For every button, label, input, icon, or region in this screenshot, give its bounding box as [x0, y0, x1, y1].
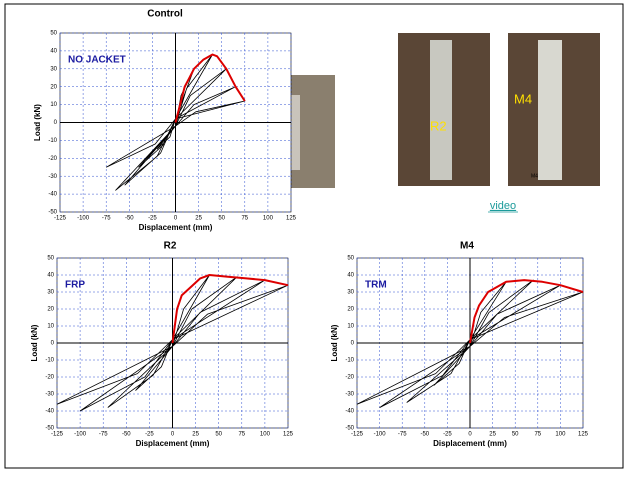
x-tick-label: -75: [102, 216, 111, 222]
x-axis-label: Displacement (mm): [139, 223, 213, 232]
photo-sign: M4: [531, 173, 538, 179]
x-tick-label: -100: [74, 432, 87, 438]
y-tick-label: -10: [345, 358, 354, 364]
chart-title: Control: [147, 9, 183, 20]
x-tick-label: 100: [263, 216, 274, 222]
x-tick-label: -125: [51, 432, 64, 438]
y-tick-label: 30: [50, 66, 57, 72]
chart-title: R2: [164, 241, 177, 252]
y-tick-label: 40: [50, 48, 57, 54]
y-tick-label: -30: [45, 392, 54, 398]
y-tick-label: 50: [347, 256, 354, 262]
y-tick-label: 40: [347, 273, 354, 279]
y-tick-label: 20: [347, 307, 354, 313]
x-tick-label: 25: [192, 432, 199, 438]
video-link[interactable]: video: [490, 200, 516, 212]
x-tick-label: 100: [260, 432, 271, 438]
y-tick-label: -10: [45, 358, 54, 364]
x-tick-label: 100: [555, 432, 566, 438]
y-tick-label: -40: [48, 192, 57, 198]
envelope-line: [469, 279, 584, 344]
y-tick-label: -50: [45, 426, 54, 432]
x-tick-label: 50: [215, 432, 222, 438]
envelope-line: [174, 53, 246, 123]
x-tick-label: 75: [238, 432, 245, 438]
x-axis-label: Displacement (mm): [136, 439, 210, 448]
y-tick-label: 0: [351, 341, 355, 347]
y-tick-label: 20: [50, 84, 57, 90]
x-tick-label: -100: [374, 432, 387, 438]
x-tick-label: -50: [420, 432, 429, 438]
y-tick-label: -40: [45, 409, 54, 415]
x-axis-label: Displacement (mm): [433, 439, 507, 448]
x-tick-label: -100: [77, 216, 90, 222]
x-tick-label: -75: [99, 432, 108, 438]
y-tick-label: 40: [47, 273, 54, 279]
y-tick-label: -20: [48, 156, 57, 162]
y-tick-label: -10: [48, 138, 57, 144]
chart-title: M4: [460, 241, 474, 252]
x-tick-label: 25: [195, 216, 202, 222]
annotation: FRP: [65, 280, 85, 291]
y-tick-label: -30: [48, 174, 57, 180]
y-tick-label: 10: [50, 102, 57, 108]
y-tick-label: -20: [45, 375, 54, 381]
x-tick-label: 125: [578, 432, 589, 438]
y-tick-label: 20: [47, 307, 54, 313]
y-tick-label: -30: [345, 392, 354, 398]
y-tick-label: 10: [47, 324, 54, 330]
y-tick-label: -20: [345, 375, 354, 381]
annotation: NO JACKET: [68, 55, 126, 66]
y-tick-label: 50: [50, 31, 57, 37]
photo-label: M4: [514, 91, 532, 106]
x-tick-label: 0: [468, 432, 472, 438]
y-tick-label: -50: [345, 426, 354, 432]
x-tick-label: 75: [534, 432, 541, 438]
y-tick-label: 10: [347, 324, 354, 330]
x-tick-label: 125: [286, 216, 297, 222]
x-tick-label: -50: [125, 216, 134, 222]
x-tick-label: 50: [512, 432, 519, 438]
x-tick-label: 25: [489, 432, 496, 438]
x-tick-label: 50: [218, 216, 225, 222]
x-tick-label: 125: [283, 432, 294, 438]
photo-column: [430, 40, 452, 180]
x-tick-label: -25: [443, 432, 452, 438]
y-tick-label: -50: [48, 210, 57, 216]
x-tick-label: -75: [398, 432, 407, 438]
y-tick-label: 0: [51, 341, 55, 347]
x-tick-label: -125: [54, 216, 67, 222]
y-tick-label: 30: [47, 290, 54, 296]
y-axis-label: Load (kN): [30, 324, 39, 361]
y-tick-label: -40: [345, 409, 354, 415]
x-tick-label: -25: [148, 216, 157, 222]
x-tick-label: 0: [174, 216, 178, 222]
x-tick-label: -25: [145, 432, 154, 438]
y-tick-label: 30: [347, 290, 354, 296]
x-tick-label: 75: [241, 216, 248, 222]
x-tick-label: -50: [122, 432, 131, 438]
y-axis-label: Load (kN): [33, 104, 42, 141]
y-tick-label: 0: [54, 120, 58, 126]
x-tick-label: -125: [351, 432, 364, 438]
photo-label: R2: [430, 118, 447, 133]
y-tick-label: 50: [47, 256, 54, 262]
x-tick-label: 0: [171, 432, 175, 438]
annotation: TRM: [365, 280, 387, 291]
photo-column: [538, 40, 562, 180]
envelope-line: [171, 274, 289, 344]
y-axis-label: Load (kN): [330, 324, 339, 361]
